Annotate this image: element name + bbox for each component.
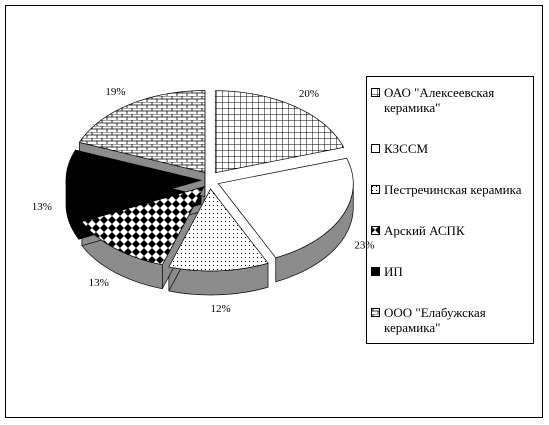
frame	[5, 5, 543, 418]
legend-item: ООО "Елабужская керамика"	[371, 305, 529, 335]
legend-swatch-fill	[371, 88, 380, 97]
legend-swatch	[371, 226, 380, 235]
legend-swatch	[371, 88, 380, 97]
legend-swatch-fill	[371, 308, 380, 317]
slice	[78, 90, 206, 174]
data-label: 12%	[210, 303, 230, 315]
legend-item: Пестречинская керамика	[371, 182, 529, 197]
data-label: 19%	[105, 86, 125, 98]
slice	[217, 157, 354, 259]
legend-label: ОАО "Алексеевская керамика"	[384, 85, 495, 115]
legend-item: Арский АСПК	[371, 223, 529, 238]
legend: ОАО "Алексеевская керамика" КЗССМ Пестречи…	[366, 76, 534, 344]
data-label: 20%	[299, 88, 319, 100]
data-label: 13%	[32, 201, 52, 213]
legend-swatch-fill	[371, 267, 380, 276]
data-label: 13%	[89, 277, 109, 289]
slice	[214, 90, 345, 174]
legend-item: ОАО "Алексеевская керамика"	[371, 85, 529, 115]
data-label: 23%	[354, 240, 374, 252]
legend-item: КЗССМ	[371, 141, 529, 156]
legend-swatch-fill	[371, 185, 380, 194]
legend-label: Пестречинская керамика	[384, 182, 522, 197]
legend-swatch	[371, 144, 380, 153]
legend-label: КЗССМ	[384, 141, 429, 156]
legend-label: Арский АСПК	[384, 223, 465, 238]
legend-swatch	[371, 267, 380, 276]
legend-swatch	[371, 185, 380, 194]
slice	[65, 149, 203, 216]
legend-item: ИП	[371, 264, 529, 279]
legend-swatch-fill	[371, 226, 380, 235]
legend-label: ООО "Елабужская керамика"	[384, 305, 486, 335]
legend-swatch-fill	[371, 144, 380, 153]
legend-swatch	[371, 308, 380, 317]
slice	[168, 188, 269, 272]
slice	[81, 186, 205, 266]
legend-label: ИП	[384, 264, 403, 279]
